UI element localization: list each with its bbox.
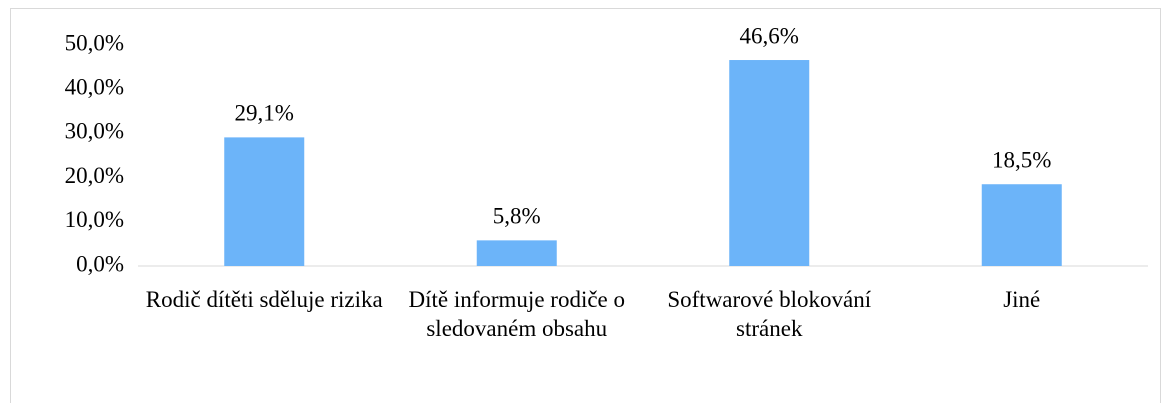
y-tick-label: 20,0% xyxy=(65,163,124,188)
data-label: 18,5% xyxy=(992,148,1051,173)
bar xyxy=(981,184,1062,266)
data-label: 29,1% xyxy=(235,101,294,126)
x-tick-label: Softwarové blokování stránek xyxy=(667,287,872,341)
x-tick-label: Rodič dítěti sděluje rizika xyxy=(145,287,383,312)
x-tick-label: Jiné xyxy=(1003,287,1041,312)
x-tick-label: Dítě informuje rodiče o sledovaném obsah… xyxy=(408,287,625,341)
y-tick-label: 40,0% xyxy=(65,74,124,99)
data-label: 5,8% xyxy=(493,204,541,229)
y-tick-label: 10,0% xyxy=(65,207,124,232)
y-tick-label: 0,0% xyxy=(76,251,124,276)
y-tick-label: 50,0% xyxy=(65,30,124,55)
chart-frame xyxy=(10,8,1161,403)
bar xyxy=(729,60,810,266)
bar xyxy=(476,240,557,266)
y-tick-label: 30,0% xyxy=(65,119,124,144)
bar xyxy=(224,137,305,266)
data-label: 46,6% xyxy=(740,23,799,48)
